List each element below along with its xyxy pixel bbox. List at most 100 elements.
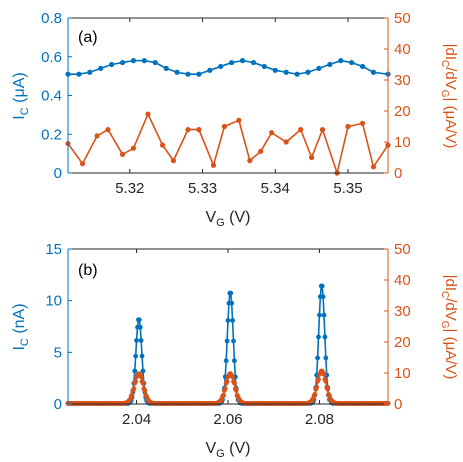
panel-a-ytick-left-label: 0.2 — [41, 126, 62, 143]
panel-a-derivative-point — [159, 142, 166, 148]
panel-a-current-point — [174, 69, 180, 75]
panel-a-ytick-right-label: 0 — [394, 165, 402, 182]
panel-b-current-point — [132, 368, 138, 374]
panel-a-xtick-label: 5.33 — [188, 180, 217, 197]
panel-b-derivative-point — [323, 378, 329, 384]
panel-a-current-point — [109, 61, 115, 68]
panel-a-derivative-point — [298, 127, 304, 133]
panel-a-derivative-point — [210, 162, 217, 168]
panel-b-axes: 2.04 2.06 2.08 0 5 10 15 0 10 20 30 40 50 — [45, 241, 410, 428]
panel-b-current-point — [232, 358, 237, 364]
panel-b-current-point — [323, 355, 329, 361]
panel-a-ytick-right-label: 40 — [394, 41, 411, 58]
panel-a-current-point — [239, 58, 246, 64]
panel-a-current-point — [152, 59, 158, 66]
panel-b-current-point — [138, 338, 144, 343]
panel-b-current-point — [137, 324, 143, 330]
panel-b-current-point — [225, 318, 231, 323]
panel-b-derivative-point — [138, 374, 144, 380]
panel-a-current-point — [250, 59, 257, 66]
panel-a-current-point — [229, 59, 235, 66]
panel-a-xtick-label: 5.32 — [115, 180, 144, 197]
panel-b-current-point — [229, 300, 235, 306]
panel-b-xtick-label: 2.08 — [305, 411, 334, 428]
panel-b-derivative-point — [142, 388, 148, 393]
panel-a-derivative-point — [258, 148, 264, 154]
panel-b-current-point — [140, 368, 146, 374]
panel-a-derivative-point — [105, 127, 111, 133]
panel-a-current-point — [196, 71, 202, 77]
panel-b-derivative-point — [221, 392, 226, 398]
panel-b-derivative-point — [129, 392, 135, 398]
panel-a-ytick-left-label: 0 — [54, 165, 62, 182]
panel-b-current-point — [322, 334, 328, 340]
panel-b-ylabel-right: |dIC/dVG| (μA/V) — [439, 275, 459, 380]
panel-a-current-point — [272, 67, 278, 73]
panel-a-current-point — [316, 65, 322, 71]
panel-b-current-point — [134, 338, 139, 343]
panel-b-current-point — [321, 312, 327, 318]
panel-a-current-point — [87, 69, 93, 75]
panel-b-current-point — [231, 338, 236, 344]
panel-a-current-point — [185, 71, 191, 77]
panel-b-current-point — [224, 338, 230, 344]
panel-a-current-point — [283, 69, 289, 75]
panel-a-derivative-point — [309, 154, 315, 161]
panel-a-derivative-point — [170, 158, 177, 164]
panel-a-current-point — [119, 59, 126, 66]
panel-b-derivative-point — [232, 380, 237, 386]
panel-b-current-point — [316, 334, 321, 340]
panel-a-xlabel: VG (V) — [205, 209, 250, 229]
panel-a-derivative-point — [370, 164, 377, 170]
panel-a-ytick-left-label: 0.8 — [41, 10, 62, 27]
panel-a-current-point — [359, 63, 366, 70]
panel-a-derivative-point — [359, 120, 366, 126]
panel-a-derivative-point — [196, 127, 202, 133]
panel-a-current-point — [370, 69, 377, 75]
panel-b-ytick-left-label: 0 — [54, 396, 62, 413]
panel-b-ytick-left-label: 15 — [45, 241, 62, 258]
panel-a-label: (a) — [78, 29, 98, 46]
panel-b-derivative-point — [325, 386, 331, 392]
panel-a-derivative-point — [119, 151, 126, 157]
panel-a-current-point — [261, 63, 267, 70]
panel-b-current-point — [317, 312, 322, 318]
panel-b-ytick-right-label: 0 — [394, 396, 402, 413]
panel-a-ylabel-left: IC (μA) — [11, 72, 31, 119]
panel-a-derivative-point — [130, 145, 137, 151]
panel-b-ytick-right-label: 40 — [394, 272, 411, 289]
panel-a-derivative-point — [145, 111, 151, 117]
panel-a-current-point — [305, 69, 311, 75]
panel-b-current-point — [228, 290, 234, 296]
panel-a-derivative-point — [269, 130, 275, 136]
panel-a-derivative-point — [236, 117, 242, 123]
panel-b-current-point — [139, 353, 145, 359]
panel-b-derivative-point — [233, 388, 239, 393]
panel-a-current-point — [76, 71, 82, 77]
panel-a-series-current — [65, 58, 391, 77]
panel-b-derivative-point — [222, 386, 228, 392]
panel-b-ytick-left-label: 10 — [45, 293, 62, 310]
panel-a-current-point — [207, 67, 213, 73]
panel-a-current-point — [294, 71, 300, 77]
panel-a-ytick-right-label: 30 — [394, 72, 411, 89]
panel-a-current-point — [349, 59, 355, 66]
panel-a-ytick-left-label: 0.6 — [41, 49, 62, 66]
panel-b-xlabel: VG (V) — [205, 440, 250, 460]
panel-a-derivative-point — [79, 161, 86, 167]
panel-a-derivative-point — [94, 133, 100, 139]
panel-a-current-point — [338, 58, 344, 64]
panel-a-ytick-right-label: 10 — [394, 134, 411, 151]
panel-a-derivative-point — [345, 123, 351, 130]
panel-b-derivative-point — [314, 384, 320, 390]
panel-a-derivative-point — [185, 127, 191, 133]
panel-b-current-point — [133, 353, 139, 359]
panel-a-series-derivative — [65, 111, 391, 176]
panel-b-current-point — [223, 358, 229, 364]
panel-a-derivative-point — [319, 127, 326, 133]
panel-b-ytick-right-label: 10 — [394, 365, 411, 382]
panel-b-current-point — [319, 283, 325, 289]
panel-a-xtick-label: 5.34 — [261, 180, 290, 197]
panel-b-derivative-point — [224, 379, 230, 384]
panel-b-label: (b) — [78, 262, 98, 279]
